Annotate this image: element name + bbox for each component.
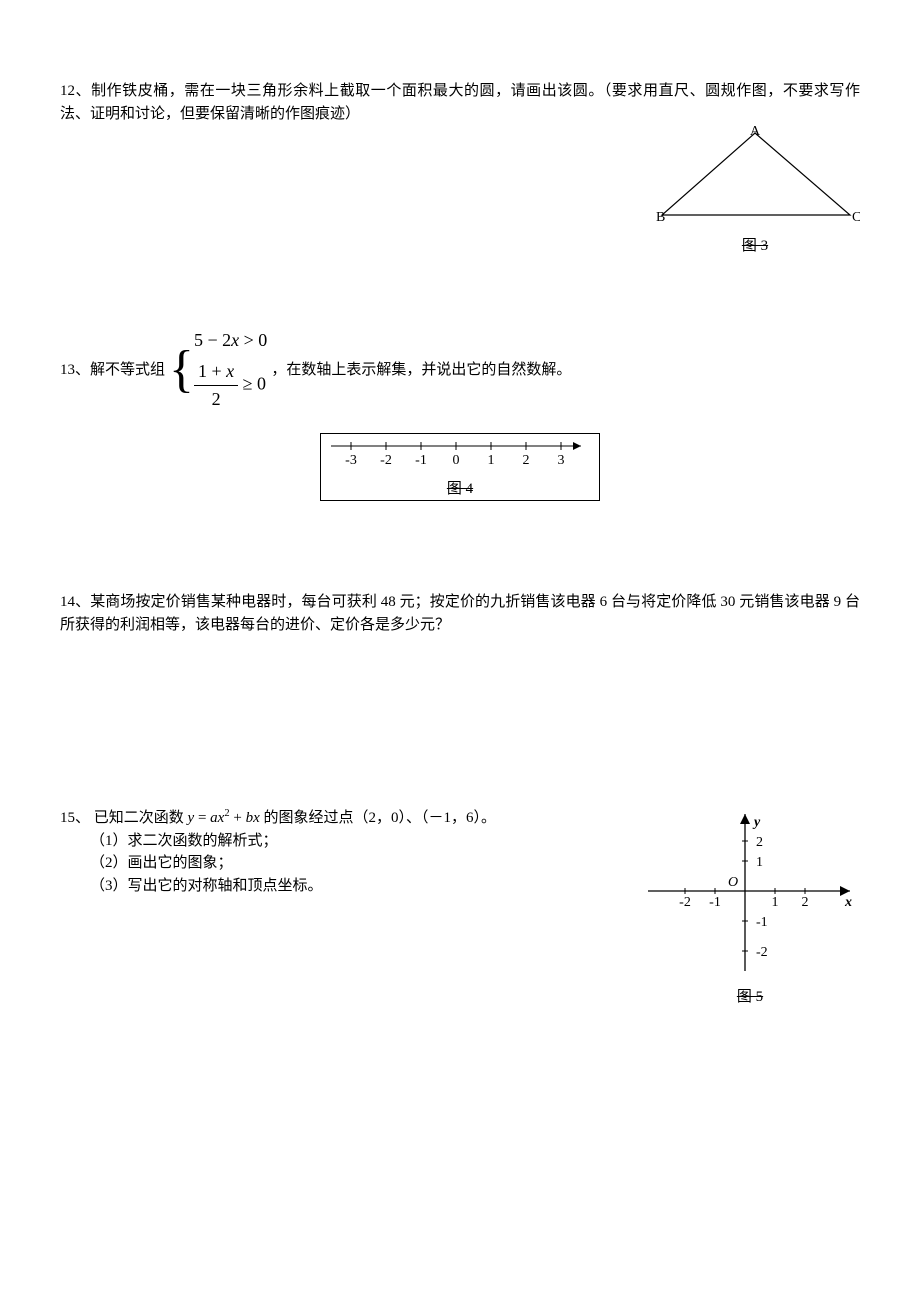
number-line-box: -3 -2 -1 0 1 2 3 图 4	[320, 433, 600, 501]
problem-number: 13、	[60, 359, 90, 382]
ytick-label: -1	[756, 915, 768, 930]
x-axis-label: x	[844, 895, 852, 910]
tick-label: -3	[345, 453, 357, 468]
xtick-label: 2	[802, 895, 809, 910]
ytick-label: -2	[756, 945, 768, 960]
ytick-label: 2	[756, 835, 763, 850]
y-axis-label: y	[752, 815, 761, 830]
system-row-1: 5 − 2x > 0	[194, 327, 267, 354]
xtick-label: -2	[679, 895, 691, 910]
quadratic-expression: y = ax2 + bx	[188, 810, 264, 826]
fraction: 1 + x 2	[194, 358, 238, 413]
figure-5: O -2 -1 1 2 1 2 -1 -2 x y 图 5	[640, 806, 860, 1008]
tick-label: 3	[558, 453, 565, 468]
figure-3: A B C 图 3	[650, 125, 860, 257]
vertex-c-label: C	[852, 210, 860, 225]
problem-15-tail: 的图象经过点（2，0）、（－1，6）。	[263, 810, 496, 826]
vertex-a-label: A	[750, 125, 761, 139]
tick-label: 2	[523, 453, 530, 468]
triangle-shape	[662, 133, 850, 215]
problem-12: 12、制作铁皮桶，需在一块三角形余料上截取一个面积最大的圆，请画出该圆。（要求用…	[60, 80, 860, 257]
figure-3-caption: 图 3	[650, 235, 860, 258]
left-brace-icon: {	[169, 344, 194, 396]
tick-label: -2	[380, 453, 392, 468]
problem-body: 制作铁皮桶，需在一块三角形余料上截取一个面积最大的圆，请画出该圆。（要求用直尺、…	[60, 83, 860, 122]
problem-15: O -2 -1 1 2 1 2 -1 -2 x y 图 5 15、 已知二次函数…	[60, 806, 860, 1008]
problem-number: 14、	[60, 594, 90, 610]
system-row-2: 1 + x 2 ≥ 0	[194, 358, 267, 413]
problem-number: 15、	[60, 810, 90, 826]
triangle-svg: A B C	[650, 125, 860, 225]
coordinate-svg: O -2 -1 1 2 1 2 -1 -2 x y	[640, 806, 860, 976]
xtick-label: 1	[772, 895, 779, 910]
number-line-svg: -3 -2 -1 0 1 2 3	[321, 434, 599, 468]
problem-12-text: 12、制作铁皮桶，需在一块三角形余料上截取一个面积最大的圆，请画出该圆。（要求用…	[60, 80, 860, 125]
problem-14: 14、某商场按定价销售某种电器时，每台可获利 48 元；按定价的九折销售该电器 …	[60, 591, 860, 636]
xtick-label: -1	[709, 895, 721, 910]
tick-label: 1	[488, 453, 495, 468]
arrow-right-icon	[573, 442, 581, 450]
vertex-b-label: B	[656, 210, 665, 225]
tick-label: -1	[415, 453, 427, 468]
y-arrow-icon	[740, 814, 750, 824]
problem-13-lead: 解不等式组	[90, 359, 165, 382]
figure-4-caption: 图 4	[321, 478, 599, 501]
problem-13-row: 13、 解不等式组 { 5 − 2x > 0 1 + x 2 ≥ 0 ，在数轴上…	[60, 327, 860, 413]
problem-15-lead: 已知二次函数	[94, 810, 188, 826]
tick-label: 0	[453, 453, 460, 468]
problem-14-text: 14、某商场按定价销售某种电器时，每台可获利 48 元；按定价的九折销售该电器 …	[60, 591, 860, 636]
problem-13-tail: ，在数轴上表示解集，并说出它的自然数解。	[271, 359, 571, 382]
origin-label: O	[728, 875, 738, 890]
problem-13: 13、 解不等式组 { 5 − 2x > 0 1 + x 2 ≥ 0 ，在数轴上…	[60, 327, 860, 501]
figure-5-caption: 图 5	[640, 986, 860, 1009]
problem-number: 12、	[60, 83, 91, 99]
inequality-system: { 5 − 2x > 0 1 + x 2 ≥ 0	[169, 327, 267, 413]
problem-body: 某商场按定价销售某种电器时，每台可获利 48 元；按定价的九折销售该电器 6 台…	[60, 594, 860, 633]
ytick-label: 1	[756, 855, 763, 870]
